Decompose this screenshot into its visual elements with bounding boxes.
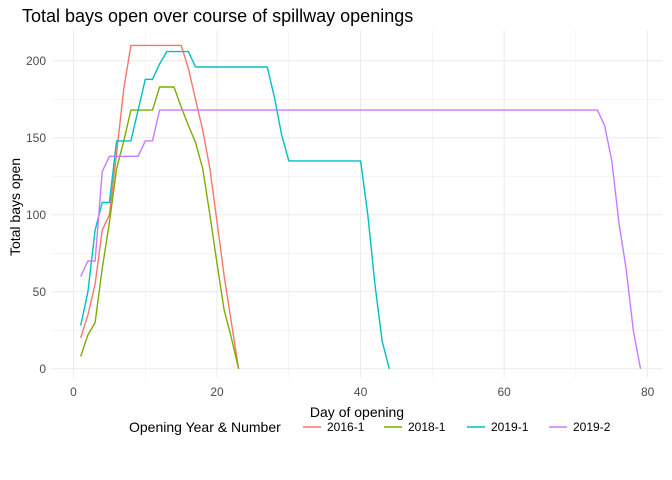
series-line-2016-1 (80, 44, 240, 369)
x-tick-label: 20 (210, 385, 224, 399)
legend: Opening Year & Number 2016-1 2018-1 2019-1… (129, 419, 611, 435)
y-axis-title: Total bays open (7, 158, 23, 256)
series-line-2018-1 (80, 86, 240, 369)
legend-item-2019-1: 2019-1 (467, 420, 529, 434)
chart-title: Total bays open over course of spillway … (22, 6, 413, 26)
x-tick-label: 40 (354, 385, 368, 399)
legend-title: Opening Year & Number (129, 419, 281, 435)
grid (52, 30, 662, 378)
legend-label: 2018-1 (408, 420, 446, 434)
legend-label: 2019-1 (491, 420, 529, 434)
y-tick-label: 100 (26, 208, 46, 222)
legend-item-2019-2: 2019-2 (549, 420, 611, 434)
series-line-2019-1 (80, 50, 390, 369)
legend-label: 2019-2 (573, 420, 611, 434)
x-tick-label: 0 (70, 385, 77, 399)
legend-item-2016-1: 2016-1 (303, 420, 365, 434)
series-lines (80, 44, 642, 369)
y-axis-ticks: 0 50 100 150 200 (26, 54, 46, 376)
legend-label: 2016-1 (327, 420, 365, 434)
x-tick-label: 60 (497, 385, 511, 399)
x-axis-title: Day of opening (310, 404, 404, 420)
series-line-2019-2 (80, 109, 642, 369)
x-tick-label: 80 (641, 385, 655, 399)
y-tick-label: 0 (39, 362, 46, 376)
legend-item-2018-1: 2018-1 (384, 420, 446, 434)
x-axis-ticks: 0 20 40 60 80 (70, 385, 654, 399)
y-tick-label: 200 (26, 54, 46, 68)
y-tick-label: 150 (26, 131, 46, 145)
y-tick-label: 50 (33, 285, 47, 299)
